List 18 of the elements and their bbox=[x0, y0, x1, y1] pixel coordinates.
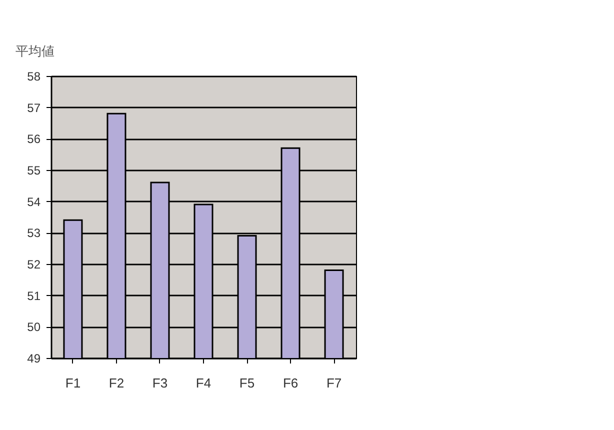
y-tick-label: 57 bbox=[27, 100, 41, 115]
x-tick-label: F6 bbox=[282, 376, 298, 390]
x-tick-label: F7 bbox=[326, 376, 342, 390]
x-tick-label: F4 bbox=[196, 376, 212, 390]
y-tick-label: 53 bbox=[27, 226, 41, 240]
y-axis-title: 平均値 bbox=[16, 44, 54, 58]
y-tick-label: 52 bbox=[27, 258, 41, 272]
y-tick-label: 49 bbox=[27, 352, 41, 366]
y-tick-label: 51 bbox=[27, 288, 41, 303]
x-tick-label: F3 bbox=[152, 376, 168, 390]
y-tick-label: 58 bbox=[27, 70, 41, 84]
y-tick-label: 56 bbox=[27, 132, 41, 146]
x-tick-label: F2 bbox=[108, 376, 124, 390]
x-tick-label: F1 bbox=[65, 376, 81, 390]
x-tick-label: F5 bbox=[239, 376, 255, 390]
y-tick-label: 55 bbox=[27, 164, 41, 178]
y-tick-label: 54 bbox=[27, 194, 41, 209]
y-tick-label: 50 bbox=[27, 320, 41, 334]
